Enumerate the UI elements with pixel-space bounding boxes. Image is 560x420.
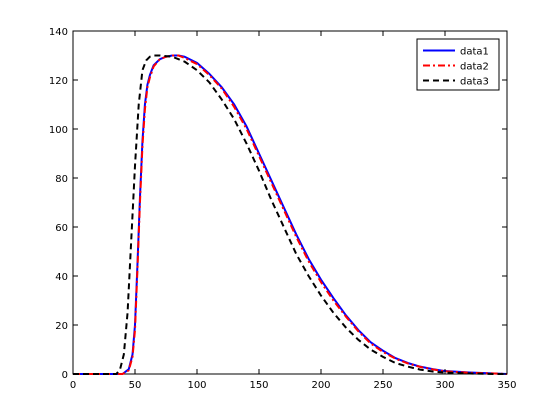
legend-box [416, 38, 500, 91]
y-tick-label: 140 [49, 27, 68, 38]
y-tick-label: 60 [55, 223, 68, 234]
legend-label-data1: data1 [460, 47, 489, 58]
x-tick-label: 350 [497, 380, 516, 391]
x-tick-label: 300 [435, 380, 454, 391]
x-tick-label: 150 [249, 380, 268, 391]
x-tick-label: 0 [70, 380, 76, 391]
y-tick-label: 0 [62, 370, 68, 381]
ticks-layer [72, 30, 508, 375]
x-tick-label: 250 [373, 380, 392, 391]
y-tick-label: 80 [55, 174, 68, 185]
series-layer [73, 54, 508, 375]
y-tick-label: 100 [49, 125, 68, 136]
legend: data1 data2 data3 [416, 38, 500, 91]
series-line-data2 [73, 54, 508, 375]
x-tick-label: 50 [129, 380, 142, 391]
series-line-data3 [73, 54, 507, 375]
legend-label-data3: data3 [460, 77, 489, 88]
y-tick-label: 20 [55, 321, 68, 332]
x-tick-label: 100 [187, 380, 206, 391]
x-tick-label: 200 [311, 380, 330, 391]
y-tick-label: 120 [49, 76, 68, 87]
y-tick-label: 40 [55, 272, 68, 283]
tick-labels: 0 50 100 150 200 250 300 350 0 20 40 60 80 100 120 140 [49, 27, 517, 391]
legend-label-data2: data2 [460, 62, 489, 73]
